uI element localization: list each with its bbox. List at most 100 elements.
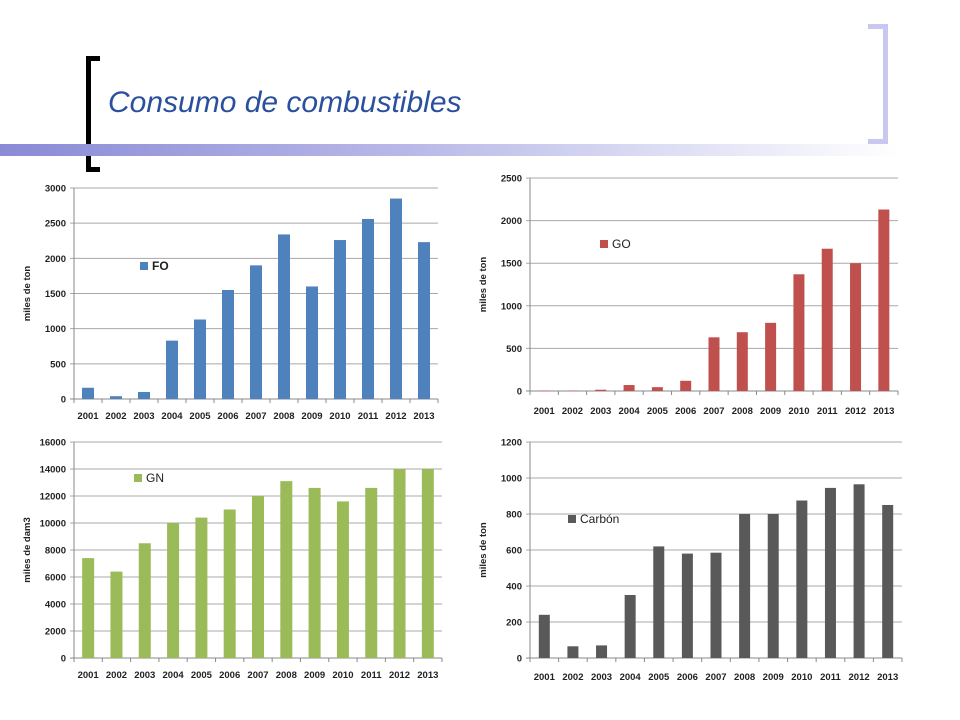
bar-2007 [708,337,720,391]
x-tick-label: 2008 [734,672,755,683]
title-bracket-right [868,24,888,144]
y-tick-label: 500 [506,344,522,355]
y-tick-label: 500 [50,359,66,370]
x-tick-label: 2012 [845,406,866,417]
title-underline [0,144,900,156]
bar-2005 [195,517,208,658]
x-tick-label: 2012 [389,670,410,681]
bar-2009 [767,514,779,658]
y-tick-label: 10000 [40,519,66,530]
x-tick-label: 2004 [161,411,183,422]
y-tick-label: 1200 [501,438,522,449]
y-tick-label: 1500 [45,289,66,300]
x-tick-label: 2001 [77,411,99,422]
legend-swatch [140,262,148,270]
x-tick-label: 2007 [245,411,266,422]
x-tick-label: 2010 [332,670,353,681]
chart-svg-1: 0 500 1000 1500 2000 2500 miles de ton 2001 2002… [478,174,899,417]
y-tick-label: 800 [506,510,522,521]
go-chart: 0 500 1000 1500 2000 2500 miles de ton 2001 2002… [474,168,906,420]
bar-2012 [390,198,402,399]
legend-label: GN [146,471,164,485]
y-tick-label: 2000 [45,627,66,638]
x-tick-label: 2002 [562,406,583,417]
gn-chart: 0 2000 4000 6000 8000 10000 12000 14000 16000 mil… [18,432,450,682]
x-tick-label: 2004 [163,670,185,681]
bar-2010 [793,274,805,391]
y-tick-label: 1000 [501,474,522,485]
bar-2001 [538,614,550,658]
chart-svg-3: 0 200 400 600 800 1000 1200 miles de ton 2001 200… [478,438,903,683]
y-axis-label: miles de ton [478,257,489,313]
x-tick-label: 2004 [619,406,641,417]
x-tick-label: 2007 [247,670,268,681]
chart-svg-0: 0 500 1000 1500 2000 2500 3000 miles de ton 2001… [22,184,439,422]
y-tick-label: 2000 [501,216,522,227]
bar-2002 [110,396,122,399]
x-tick-label: 2009 [763,672,784,683]
bar-2004 [624,595,636,658]
y-tick-label: 8000 [45,546,66,557]
y-tick-label: 1500 [501,259,522,270]
bar-2009 [306,286,318,399]
y-tick-label: 4000 [45,600,66,611]
y-tick-label: 2500 [501,174,522,185]
bar-2003 [596,645,608,658]
bar-2008 [739,514,751,658]
x-tick-label: 2008 [273,411,294,422]
x-tick-label: 2003 [133,411,154,422]
bar-2006 [223,509,236,658]
y-tick-label: 0 [61,395,66,406]
bar-2002 [110,571,123,658]
bar-2003 [138,543,151,658]
bar-2013 [882,505,894,658]
y-tick-label: 16000 [40,438,66,449]
bar-2007 [250,265,262,399]
bar-2012 [850,263,862,391]
x-tick-label: 2005 [189,411,211,422]
x-tick-label: 2013 [417,670,438,681]
bar-2007 [252,496,264,658]
x-tick-label: 2008 [732,406,753,417]
x-tick-label: 2010 [791,672,812,683]
x-tick-label: 2013 [877,672,898,683]
x-tick-label: 2003 [590,406,611,417]
title-bracket-left [86,56,100,172]
x-tick-label: 2007 [705,672,726,683]
bar-2013 [418,242,430,399]
y-tick-label: 0 [517,387,522,398]
x-tick-label: 2008 [276,670,297,681]
legend-swatch [600,240,608,248]
y-tick-label: 0 [517,654,522,665]
legend-label: GO [612,237,631,251]
y-tick-label: 0 [61,654,66,665]
legend-label: FO [152,259,169,273]
x-tick-label: 2011 [820,672,841,683]
x-tick-label: 2004 [620,672,642,683]
y-axis-label: miles de dam3 [22,517,33,582]
bar-2006 [680,380,692,391]
x-tick-label: 2003 [591,672,612,683]
y-tick-label: 1000 [45,324,66,335]
x-tick-label: 2012 [849,672,870,683]
x-tick-label: 2005 [648,672,670,683]
x-tick-label: 2005 [191,670,213,681]
y-tick-label: 200 [506,618,522,629]
bar-2013 [421,469,434,658]
y-tick-label: 3000 [45,184,66,195]
bar-2005 [651,387,663,391]
bar-2009 [765,322,777,391]
y-axis-label: miles de ton [22,266,33,322]
x-tick-label: 2001 [534,672,556,683]
y-tick-label: 1000 [501,301,522,312]
bar-2002 [567,646,579,658]
y-tick-label: 12000 [40,492,66,503]
x-tick-label: 2003 [134,670,155,681]
bar-2004 [166,340,178,399]
bar-2008 [736,332,748,391]
bar-2012 [393,469,406,658]
legend-swatch [568,515,576,523]
x-tick-label: 2011 [358,411,379,422]
x-tick-label: 2010 [788,406,809,417]
bar-2006 [681,553,693,658]
